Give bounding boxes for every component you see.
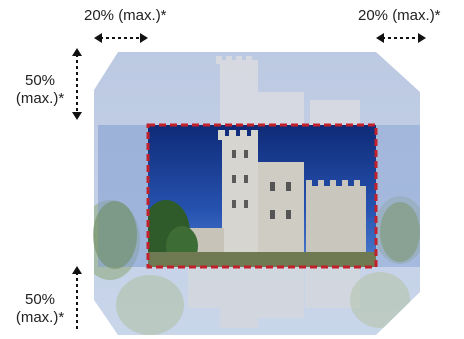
crop-frame: [146, 123, 378, 269]
label-right-top: 20% (max.)*: [358, 7, 441, 24]
up-arrow-icon: [72, 266, 82, 330]
center-photo: [148, 125, 376, 267]
double-arrow-horizontal-icon: [376, 33, 426, 43]
down-arrow-icon: [72, 48, 82, 120]
label-upper-pct: 50%: [24, 72, 56, 89]
label-upper-max: (max.)*: [15, 90, 65, 107]
label-left-top: 20% (max.)*: [84, 7, 167, 24]
double-arrow-horizontal-icon: [94, 33, 148, 43]
label-lower-pct: 50%: [24, 291, 56, 308]
label-lower-max: (max.)*: [15, 309, 65, 326]
